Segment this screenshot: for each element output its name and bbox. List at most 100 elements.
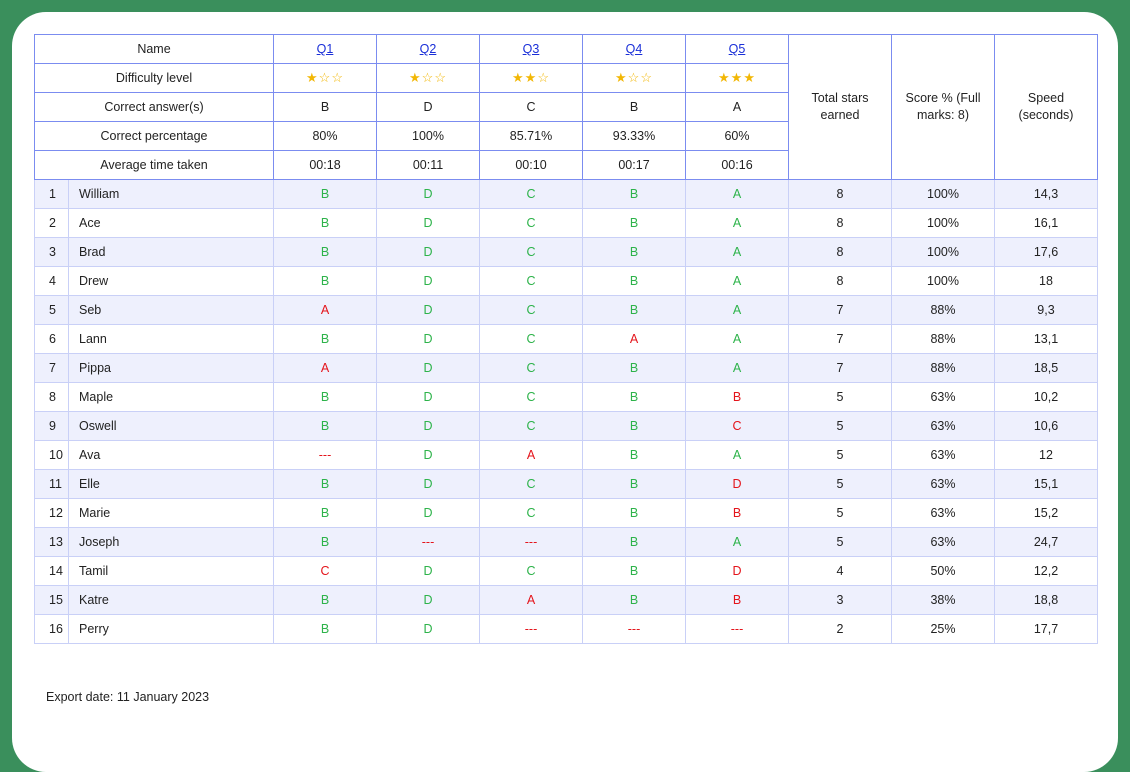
answer-q3: C: [479, 498, 583, 528]
average-time-label: Average time taken: [34, 150, 274, 180]
answer-q1: A: [273, 295, 377, 325]
speed-cell: 18: [994, 266, 1098, 296]
answer-q2: D: [376, 353, 480, 383]
score-cell: 100%: [891, 208, 995, 238]
answer-q2: D: [376, 237, 480, 267]
speed-cell: 18,5: [994, 353, 1098, 383]
speed-cell: 17,6: [994, 237, 1098, 267]
table-row[interactable]: 3 Brad B D C B A 8 100% 17,6: [34, 237, 1098, 267]
results-table: Name Q1 Q2 Q3 Q4 Q5 Total stars earned S…: [34, 34, 1098, 644]
answer-q4: B: [582, 353, 686, 383]
table-row[interactable]: 1 William B D C B A 8 100% 14,3: [34, 179, 1098, 209]
answer-q4: B: [582, 295, 686, 325]
answer-q4: B: [582, 556, 686, 586]
q3-link[interactable]: Q3: [522, 42, 540, 56]
q3-header[interactable]: Q3: [479, 34, 583, 64]
q5-header[interactable]: Q5: [685, 34, 789, 64]
difficulty-q2: ★☆☆: [376, 63, 480, 93]
answer-q3: C: [479, 353, 583, 383]
correct-percentage-label: Correct percentage: [34, 121, 274, 151]
answer-q3: C: [479, 237, 583, 267]
answer-q4: B: [582, 585, 686, 615]
table-row[interactable]: 12 Marie B D C B B 5 63% 15,2: [34, 498, 1098, 528]
answer-q1: B: [273, 266, 377, 296]
student-name: Lann: [68, 324, 274, 354]
answer-q4: B: [582, 469, 686, 499]
table-row[interactable]: 2 Ace B D C B A 8 100% 16,1: [34, 208, 1098, 238]
table-row[interactable]: 9 Oswell B D C B C 5 63% 10,6: [34, 411, 1098, 441]
correct-q3: C: [479, 92, 583, 122]
time-q3: 00:10: [479, 150, 583, 180]
answer-q3: C: [479, 295, 583, 325]
speed-label: Speed (seconds): [1018, 91, 1074, 122]
answer-q1: B: [273, 382, 377, 412]
answer-q3: ---: [479, 527, 583, 557]
answer-q2: D: [376, 295, 480, 325]
difficulty-q4: ★☆☆: [582, 63, 686, 93]
q4-header[interactable]: Q4: [582, 34, 686, 64]
answer-q5: A: [685, 527, 789, 557]
table-row[interactable]: 7 Pippa A D C B A 7 88% 18,5: [34, 353, 1098, 383]
answer-q2: D: [376, 469, 480, 499]
answer-q5: A: [685, 266, 789, 296]
student-name: Oswell: [68, 411, 274, 441]
table-row[interactable]: 10 Ava --- D A B A 5 63% 12: [34, 440, 1098, 470]
table-row[interactable]: 13 Joseph B --- --- B A 5 63% 24,7: [34, 527, 1098, 557]
table-row[interactable]: 11 Elle B D C B D 5 63% 15,1: [34, 469, 1098, 499]
table-row[interactable]: 14 Tamil C D C B D 4 50% 12,2: [34, 556, 1098, 586]
table-row[interactable]: 15 Katre B D A B B 3 38% 18,8: [34, 585, 1098, 615]
answer-q1: B: [273, 498, 377, 528]
q2-link[interactable]: Q2: [419, 42, 437, 56]
table-row[interactable]: 16 Perry B D --- --- --- 2 25% 17,7: [34, 614, 1098, 644]
q4-link[interactable]: Q4: [625, 42, 643, 56]
answer-q5: A: [685, 179, 789, 209]
q2-header[interactable]: Q2: [376, 34, 480, 64]
answer-q1: B: [273, 469, 377, 499]
answer-q5: A: [685, 440, 789, 470]
answer-q4: B: [582, 179, 686, 209]
speed-cell: 12: [994, 440, 1098, 470]
student-name: Seb: [68, 295, 274, 325]
answer-q5: A: [685, 237, 789, 267]
answer-q2: D: [376, 382, 480, 412]
score-cell: 50%: [891, 556, 995, 586]
q1-header[interactable]: Q1: [273, 34, 377, 64]
row-number: 8: [34, 382, 69, 412]
answer-q4: B: [582, 440, 686, 470]
answer-q1: C: [273, 556, 377, 586]
table-row[interactable]: 6 Lann B D C A A 7 88% 13,1: [34, 324, 1098, 354]
table-row[interactable]: 5 Seb A D C B A 7 88% 9,3: [34, 295, 1098, 325]
total-stars-cell: 5: [788, 527, 892, 557]
row-number: 14: [34, 556, 69, 586]
table-header: Name Q1 Q2 Q3 Q4 Q5 Total stars earned S…: [34, 34, 1098, 180]
score-cell: 25%: [891, 614, 995, 644]
q1-link[interactable]: Q1: [316, 42, 334, 56]
answer-q4: B: [582, 382, 686, 412]
table-row[interactable]: 8 Maple B D C B B 5 63% 10,2: [34, 382, 1098, 412]
pct-q4: 93.33%: [582, 121, 686, 151]
score-cell: 100%: [891, 237, 995, 267]
answer-q1: B: [273, 614, 377, 644]
answer-q3: C: [479, 556, 583, 586]
student-name: Joseph: [68, 527, 274, 557]
row-number: 3: [34, 237, 69, 267]
answer-q3: A: [479, 585, 583, 615]
speed-cell: 10,2: [994, 382, 1098, 412]
difficulty-label: Difficulty level: [34, 63, 274, 93]
q5-link[interactable]: Q5: [728, 42, 746, 56]
total-stars-cell: 8: [788, 266, 892, 296]
report-card: Name Q1 Q2 Q3 Q4 Q5 Total stars earned S…: [12, 12, 1118, 772]
answer-q2: D: [376, 585, 480, 615]
total-stars-cell: 8: [788, 237, 892, 267]
answer-q3: C: [479, 382, 583, 412]
answer-q2: D: [376, 440, 480, 470]
speed-cell: 10,6: [994, 411, 1098, 441]
answer-q4: B: [582, 411, 686, 441]
correct-q2: D: [376, 92, 480, 122]
student-name: Perry: [68, 614, 274, 644]
row-number: 9: [34, 411, 69, 441]
answer-q5: B: [685, 498, 789, 528]
answer-q1: B: [273, 179, 377, 209]
answer-q5: A: [685, 353, 789, 383]
table-row[interactable]: 4 Drew B D C B A 8 100% 18: [34, 266, 1098, 296]
